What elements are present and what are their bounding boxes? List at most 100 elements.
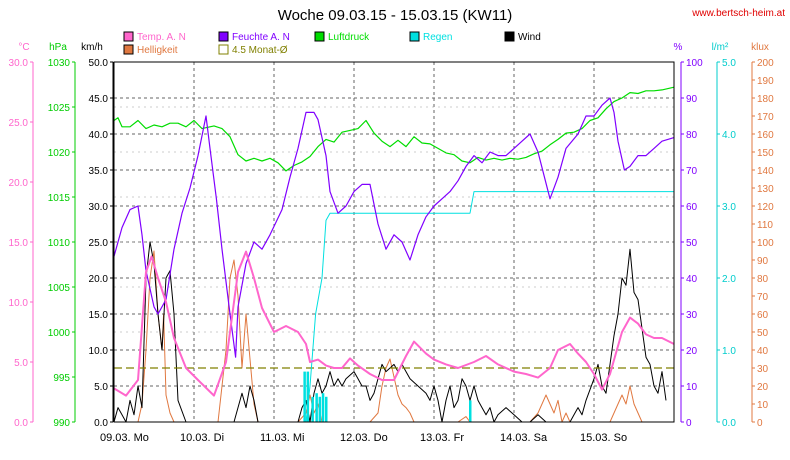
axis-tick-label-humidity: 100: [686, 58, 703, 69]
axis-tick-label-rain: 0.0: [722, 418, 736, 429]
axis-tick-label-humidity: 80: [686, 130, 698, 141]
axis-tick-label-temp: 20.0: [9, 178, 29, 189]
axis-tick-label-temp: 15.0: [9, 238, 29, 249]
series-layer: [113, 86, 675, 423]
legend: Temp. A. N Feuchte A. N Luftdruck Regen Wind…: [123, 31, 541, 56]
axis-tick-label-brightness: 160: [757, 130, 774, 141]
legend-swatch-brightness: [123, 44, 134, 55]
right-axes: %0102030405060708090100l/m²0.01.02.03.04…: [674, 42, 775, 429]
axis-unit-wind: km/h: [81, 42, 103, 53]
axis-tick-label-temp: 0.0: [14, 418, 28, 429]
axis-tick-label-brightness: 120: [757, 202, 774, 213]
axis-tick-label-brightness: 140: [757, 166, 774, 177]
axis-tick-label-brightness: 180: [757, 94, 774, 105]
axis-tick-label-temp: 10.0: [9, 298, 29, 309]
legend-swatch-rain: [409, 31, 420, 42]
axis-tick-label-wind: 20.0: [89, 274, 109, 285]
series-brightness-line: [114, 250, 650, 423]
x-tick-label: 11.03. Mi: [260, 432, 304, 444]
axis-tick-label-pressure: 1015: [48, 193, 71, 204]
axis-tick-label-brightness: 90: [757, 256, 769, 267]
axis-tick-label-brightness: 60: [757, 310, 769, 321]
axis-tick-label-rain: 2.0: [722, 274, 736, 285]
axis-tick-label-wind: 50.0: [89, 58, 109, 69]
x-tick-label: 10.03. Di: [180, 432, 224, 444]
axis-tick-label-humidity: 10: [686, 382, 698, 393]
axis-tick-label-brightness: 100: [757, 238, 774, 249]
axis-tick-label-humidity: 70: [686, 166, 698, 177]
axis-tick-label-brightness: 0: [757, 418, 763, 429]
axis-tick-label-pressure: 1025: [48, 103, 71, 114]
axis-tick-label-brightness: 10: [757, 400, 769, 411]
legend-swatch-temperature: [123, 31, 134, 42]
legend-swatch-wind: [504, 31, 515, 42]
axis-unit-temp: °C: [18, 42, 29, 53]
x-tick-label: 14.03. Sa: [500, 432, 548, 444]
axis-tick-label-rain: 1.0: [722, 346, 736, 357]
series-rain-cumulative-line: [114, 191, 674, 423]
series-rain-bar: [311, 396, 314, 422]
axis-tick-label-pressure: 1020: [48, 148, 71, 159]
series-rain-bar: [318, 396, 322, 422]
axis-tick-label-brightness: 40: [757, 346, 769, 357]
axis-tick-label-brightness: 110: [757, 220, 773, 231]
legend-swatch-humidity: [218, 31, 229, 42]
axis-tick-label-brightness: 190: [757, 76, 774, 87]
axis-tick-label-temp: 5.0: [14, 358, 28, 369]
axis-tick-label-brightness: 20: [757, 382, 769, 393]
axis-tick-label-pressure: 990: [53, 418, 70, 429]
legend-label-rain: Regen: [423, 32, 452, 43]
series-rain-bar: [469, 400, 472, 422]
legend-label-humidity: Feuchte A. N: [232, 32, 290, 43]
axis-tick-label-pressure: 1005: [48, 283, 71, 294]
legend-label-pressure: Luftdruck: [328, 32, 370, 43]
series-rain-bar: [306, 371, 310, 422]
axis-tick-label-brightness: 80: [757, 274, 769, 285]
axis-tick-label-wind: 40.0: [89, 130, 109, 141]
axis-tick-label-humidity: 30: [686, 310, 698, 321]
axis-tick-label-wind: 30.0: [89, 202, 109, 213]
series-humidity-line: [113, 97, 675, 358]
axis-tick-label-brightness: 130: [757, 184, 774, 195]
axis-tick-label-humidity: 60: [686, 202, 698, 213]
axis-tick-label-pressure: 1010: [48, 238, 71, 249]
series-rain-bar: [321, 393, 325, 422]
axis-tick-label-brightness: 70: [757, 292, 769, 303]
axis-tick-label-rain: 3.0: [722, 202, 736, 213]
axis-tick-label-wind: 15.0: [89, 310, 109, 321]
axis-tick-label-wind: 35.0: [89, 166, 109, 177]
axis-tick-label-brightness: 50: [757, 328, 769, 339]
x-tick-label: 15.03. So: [580, 432, 627, 444]
x-tick-label: 09.03. Mo: [100, 432, 149, 444]
axis-unit-brightness: klux: [751, 42, 769, 53]
axis-tick-label-humidity: 50: [686, 238, 698, 249]
series-rain-bar: [325, 396, 328, 422]
axis-tick-label-brightness: 150: [757, 148, 774, 159]
axis-tick-label-rain: 4.0: [722, 130, 736, 141]
legend-label-avg: 4.5 Monat-Ø: [232, 45, 288, 56]
series-rain-bar: [303, 371, 306, 422]
plot-frame: [113, 61, 675, 423]
chart-title: Woche 09.03.15 - 15.03.15 (KW11): [278, 7, 513, 24]
axis-tick-label-temp: 25.0: [9, 118, 29, 129]
axis-tick-label-wind: 0.0: [94, 418, 108, 429]
x-axis-labels: 09.03. Mo 10.03. Di 11.03. Mi 12.03. Do 13.0…: [100, 432, 627, 444]
legend-swatch-pressure: [314, 31, 325, 42]
source-link[interactable]: www.bertsch-heim.at: [691, 8, 785, 19]
x-tick-label: 12.03. Do: [340, 432, 388, 444]
legend-label-wind: Wind: [518, 32, 541, 43]
series-temperature-line: [113, 250, 675, 397]
axis-tick-label-humidity: 20: [686, 346, 698, 357]
axis-tick-label-humidity: 90: [686, 94, 698, 105]
axis-unit-pressure: hPa: [49, 42, 67, 53]
axis-tick-label-brightness: 30: [757, 364, 769, 375]
axis-tick-label-pressure: 995: [53, 373, 70, 384]
legend-label-brightness: Helligkeit: [137, 45, 178, 56]
axis-tick-label-humidity: 40: [686, 274, 698, 285]
axis-tick-label-wind: 5.0: [94, 382, 108, 393]
legend-swatch-avg: [218, 44, 229, 55]
axis-tick-label-wind: 10.0: [89, 346, 109, 357]
axis-unit-humidity: %: [674, 42, 683, 53]
left-axes: °C 0.0 5.0 10.0 15.0 20.0 25.0 30.0 hPa 990 995 100…: [9, 42, 114, 429]
